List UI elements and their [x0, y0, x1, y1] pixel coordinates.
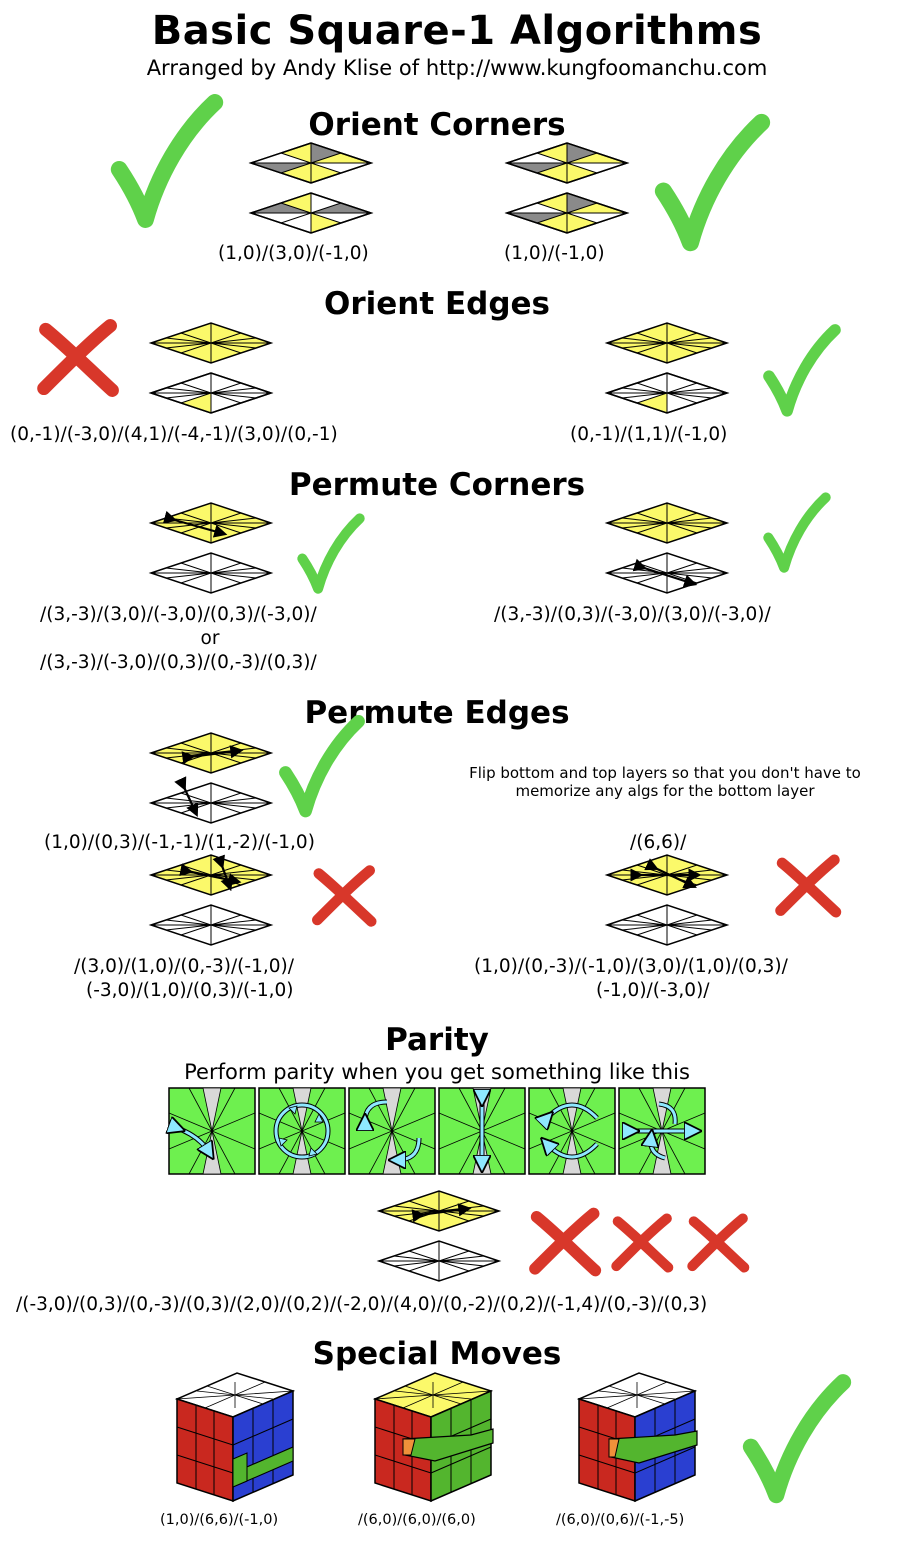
cube-diagram-1	[176, 1372, 294, 1502]
cross-icon	[30, 320, 128, 396]
layer-diagram-parity	[378, 1190, 500, 1282]
check-icon	[764, 322, 840, 422]
page-title: Basic Square-1 Algorithms	[151, 8, 763, 54]
check-icon	[298, 512, 364, 598]
layer-diagram-pc-right	[606, 502, 728, 594]
check-icon	[650, 120, 775, 250]
heading-special-moves: Special Moves	[312, 1336, 562, 1372]
check-icon	[744, 1370, 850, 1512]
alg-permute-edges-bottom-left-1: /(3,0)/(1,0)/(0,-3)/(-1,0)/	[74, 956, 294, 977]
cube-diagram-3	[578, 1372, 698, 1502]
alg-permute-corners-or: or	[200, 628, 220, 649]
heading-orient-edges: Orient Edges	[323, 286, 550, 322]
cross-icon	[688, 1212, 750, 1274]
parity-case-5	[528, 1087, 616, 1175]
alg-permute-corners-right: /(3,-3)/(0,3)/(-3,0)/(3,0)/(-3,0)/	[494, 604, 771, 625]
parity-case-6	[618, 1087, 706, 1175]
cross-icon	[530, 1204, 602, 1280]
parity-case-3	[348, 1087, 436, 1175]
alg-orient-edges-right: (0,-1)/(1,1)/(-1,0)	[570, 424, 728, 445]
alg-orient-corners-left: (1,0)/(3,0)/(-1,0)	[218, 243, 369, 264]
heading-parity: Parity	[385, 1022, 489, 1058]
alg-permute-edges-bottom-right-2: (-1,0)/(-3,0)/	[596, 980, 710, 1001]
alg-special-1: (1,0)/(6,6)/(-1,0)	[160, 1512, 279, 1528]
layer-diagram-oc-left	[250, 142, 372, 234]
heading-permute-edges: Permute Edges	[304, 695, 570, 731]
cross-icon	[776, 850, 842, 922]
layer-diagram-pe-top	[150, 732, 272, 824]
alg-orient-corners-right: (1,0)/(-1,0)	[504, 243, 605, 264]
alg-permute-corners-left-1: /(3,-3)/(3,0)/(-3,0)/(0,3)/(-3,0)/	[40, 604, 317, 625]
alg-orient-edges-left: (0,-1)/(-3,0)/(4,1)/(-4,-1)/(3,0)/(0,-1)	[10, 424, 338, 445]
layer-diagram-pe-bottom-right	[606, 854, 728, 946]
parity-case-4	[438, 1087, 526, 1175]
alg-permute-edges-top: (1,0)/(0,3)/(-1,-1)/(1,-2)/(-1,0)	[44, 832, 315, 853]
alg-permute-corners-left-2: /(3,-3)/(-3,0)/(0,3)/(0,-3)/(0,3)/	[40, 652, 317, 673]
page-subtitle: Arranged by Andy Klise of http://www.kun…	[146, 56, 768, 80]
parity-case-2	[258, 1087, 346, 1175]
check-icon	[280, 710, 364, 826]
alg-permute-edges-flip: /(6,6)/	[630, 832, 687, 853]
parity-case-1	[168, 1087, 256, 1175]
check-icon	[112, 96, 222, 226]
flip-note: Flip bottom and top layers so that you d…	[469, 764, 861, 800]
heading-orient-corners: Orient Corners	[308, 107, 566, 143]
cross-icon	[310, 866, 380, 926]
parity-caption: Perform parity when you get something li…	[184, 1060, 690, 1084]
heading-permute-corners: Permute Corners	[288, 467, 586, 503]
alg-special-3: /(6,0)/(0,6)/(-1,-5)	[556, 1512, 685, 1528]
layer-diagram-pc-left	[150, 502, 272, 594]
alg-special-2: /(6,0)/(6,0)/(6,0)	[358, 1512, 476, 1528]
check-icon	[764, 494, 830, 574]
cross-icon	[612, 1212, 674, 1274]
alg-parity: /(-3,0)/(0,3)/(0,-3)/(0,3)/(2,0)/(0,2)/(…	[16, 1294, 708, 1315]
cube-diagram-2	[372, 1372, 494, 1503]
layer-diagram-oe-right	[606, 322, 728, 414]
alg-permute-edges-bottom-right-1: (1,0)/(0,-3)/(-1,0)/(3,0)/(1,0)/(0,3)/	[474, 956, 788, 977]
layer-diagram-oc-right	[506, 142, 628, 234]
layer-diagram-pe-bottom-left	[150, 854, 272, 946]
alg-permute-edges-bottom-left-2: (-3,0)/(1,0)/(0,3)/(-1,0)	[86, 980, 294, 1001]
layer-diagram-oe-left	[150, 322, 272, 414]
